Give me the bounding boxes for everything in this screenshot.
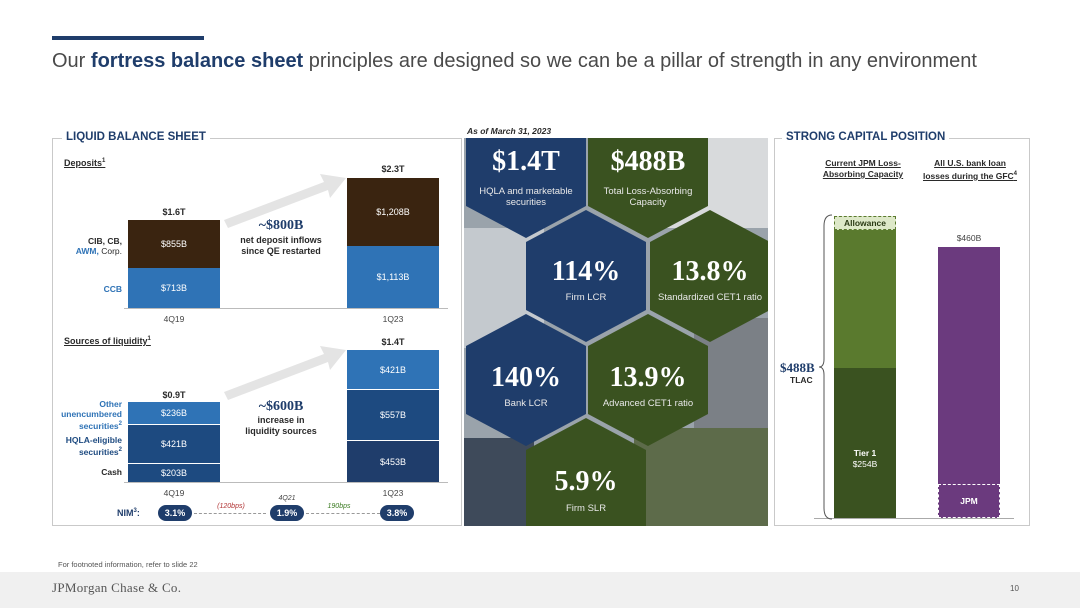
capital-heading: STRONG CAPITAL POSITION [782,131,950,143]
capital-col2-title: All U.S. bank loan losses during the GFC4 [922,158,1018,181]
hexagon-mosaic [464,138,768,526]
footer-bar [0,572,1080,608]
sources-bar-4q19-hqla: $421B [128,424,220,463]
sources-annotation-text: increase in liquidity sources [245,415,317,436]
hex-std-cet1-value: 13.8% [671,256,749,287]
sources-total-4q19: $0.9T [162,390,186,400]
nim-connector-2 [306,513,380,514]
capital-bar-tier1 [834,368,896,518]
sources-axis-4q19: 4Q19 [163,488,185,498]
hex-slr-value: 5.9% [554,466,618,497]
deposits-bar-1q23-ccb: $1,113B [347,246,439,308]
nim-change-2: 190bps [327,503,351,510]
nim-pill-4q21: 1.9% [270,505,304,521]
hex-hqla-value: $1.4T [492,146,560,177]
sources-annotation-value: ~$600B [258,399,304,414]
sources-bar-4q19-cash: $203B [128,463,220,482]
hex-tlac-label: Total Loss-Absorbing Capacity [603,186,693,208]
sources-row-label-hqla: HQLA-eligible securities2 [65,435,122,457]
deposits-row-label-ccb: CCB [103,284,122,294]
capital-bar-tlac-other [834,230,896,368]
sources-title: Sources of liquidity1 [64,336,151,346]
nim-pill-4q19: 3.1% [158,505,192,521]
sources-axis-1q23: 1Q23 [382,488,404,498]
liquid-heading: LIQUID BALANCE SHEET [62,131,210,143]
deposits-axis-4q19: 4Q19 [163,314,185,324]
sources-growth-arrow [224,346,346,400]
hex-adv-cet1-value: 13.9% [609,362,687,393]
capital-jpm-share: JPM [938,484,1000,518]
nim-mid-period: 4Q21 [278,495,296,502]
tlac-label: TLAC [790,375,813,385]
deposits-bar-4q19-ccb: $713B [128,268,220,308]
sources-row-label-cash: Cash [101,467,122,477]
hexagon-mosaic-graphic [464,138,768,526]
capital-bar-gfc-losses [938,247,1000,518]
sources-total-1q23: $1.4T [381,337,405,347]
capital-gfc-value: $460B [956,233,982,243]
nim-label: NIM3: [117,508,140,518]
deposits-total-4q19: $1.6T [162,207,186,217]
deposits-title: Deposits1 [64,158,106,168]
company-logo: JPMorgan Chase & Co. [52,580,182,595]
sources-bar-1q23-other: $421B [347,350,439,389]
hex-std-cet1-label: Standardized CET1 ratio [657,292,763,303]
capital-bar-allowance: Allowance [834,216,896,230]
liquid-balance-sheet-panel [52,138,462,526]
hex-firm-lcr-label: Firm LCR [565,292,607,303]
title-accent-bar [52,36,204,40]
capital-baseline [814,518,1014,519]
hex-slr-label: Firm SLR [565,503,607,514]
deposits-annotation-value: ~$800B [258,218,304,233]
nim-change-1: (120bps) [217,503,245,510]
tlac-value: $488B [780,360,815,375]
deposits-baseline [124,308,448,309]
deposits-axis-1q23: 1Q23 [382,314,404,324]
capital-col1-title: Current JPM Loss- Absorbing Capacity [822,158,904,179]
hex-hqla-label: HQLA and marketable securities [479,186,573,208]
sources-bar-1q23-hqla: $557B [347,389,439,440]
deposits-bar-4q19-cib: $855B [128,220,220,268]
sources-baseline [124,482,448,483]
page-title: Our fortress balance sheet principles ar… [52,50,977,72]
as-of-date: As of March 31, 2023 [467,126,552,136]
hex-bank-lcr-label: Bank LCR [504,398,548,409]
hex-bank-lcr-value: 140% [491,362,561,393]
deposits-total-1q23: $2.3T [381,164,405,174]
hex-adv-cet1-label: Advanced CET1 ratio [602,398,694,409]
deposits-row-label-top: CIB, CB, AWM, Corp. [75,236,122,256]
sources-bar-1q23-cash: $453B [347,440,439,482]
nim-connector-1 [194,513,266,514]
sources-bar-4q19-other: $236B [128,402,220,424]
sources-row-label-other: Other unencumbered securities2 [61,399,122,431]
hex-firm-lcr-value: 114% [551,256,621,287]
hex-tlac-value: $488B [610,146,686,177]
tlac-bracket [818,214,833,520]
deposits-bar-1q23-cib: $1,208B [347,178,439,246]
deposits-growth-arrow [224,174,346,228]
footnote-reference: For footnoted information, refer to slid… [58,560,198,569]
nim-pill-1q23: 3.8% [380,505,414,521]
deposits-annotation-text: net deposit inflows since QE restarted [240,235,322,256]
capital-tier1-label: Tier 1 $254B [852,448,878,469]
page-number: 10 [1010,584,1019,593]
